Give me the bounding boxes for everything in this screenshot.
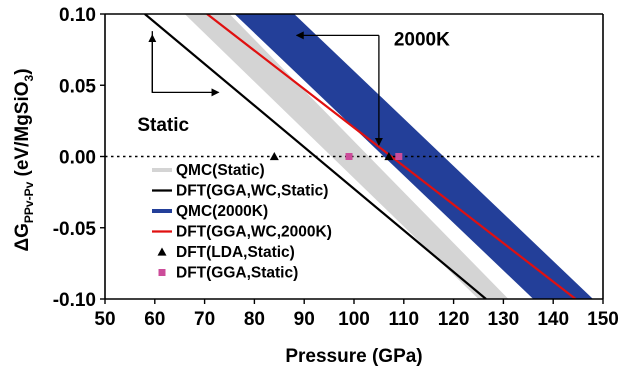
x-tick-label-140: 140 <box>537 309 569 330</box>
y-tick-label-0: -0.10 <box>53 290 96 311</box>
legend-item-dft-gga-static: DFT(GGA,Static) <box>158 265 298 282</box>
legend-item-qmc-2000k: QMC(2000K) <box>152 203 268 220</box>
legend-label-dft-lda-static: DFT(LDA,Static) <box>176 244 295 261</box>
marker-dft-gga-static-0 <box>345 153 353 160</box>
marker-dft-lda-static-1 <box>384 152 394 161</box>
band-qmc-2000k <box>234 14 593 299</box>
annotation-static-arrow <box>151 31 220 97</box>
y-tick-label-1: -0.05 <box>53 219 97 240</box>
x-tick-label-70: 70 <box>194 309 215 330</box>
x-tick-label-100: 100 <box>338 309 370 330</box>
y-axis-title-suffix: ) <box>12 68 33 74</box>
legend-swatch-dft-gga-static <box>158 269 166 276</box>
legend-item-dft-gga-wc-2000k: DFT(GGA,WC,2000K) <box>152 224 332 241</box>
x-tick-label-120: 120 <box>438 309 470 330</box>
y-axis-title-subscript: PPv-Pv <box>22 181 36 223</box>
y-axis-title-units: (eV/MgSiO <box>12 81 33 181</box>
y-axis-title-prefix: ΔG <box>12 223 33 251</box>
y-tick-label-2: 0.00 <box>59 148 96 169</box>
legend-swatch-dft-lda-static <box>157 247 167 256</box>
x-tick-label-80: 80 <box>244 309 265 330</box>
legend-label-dft-gga-wc-2000k: DFT(GGA,WC,2000K) <box>176 224 332 241</box>
marker-dft-lda-static-0 <box>269 152 279 161</box>
legend-label-qmc-static: QMC(Static) <box>176 162 265 179</box>
y-axis-title: ΔGPPv-Pv (eV/MgSiO3) <box>12 68 36 251</box>
annotation-static-label: Static <box>137 115 189 136</box>
legend-label-qmc-2000k: QMC(2000K) <box>176 203 268 220</box>
x-tick-label-150: 150 <box>587 309 619 330</box>
legend-item-dft-lda-static: DFT(LDA,Static) <box>157 244 295 261</box>
x-axis-title: Pressure (GPa) <box>285 346 422 367</box>
y-axis-title-subscript-2: 3 <box>22 74 36 81</box>
x-tick-label-110: 110 <box>388 309 419 330</box>
legend-item-qmc-static: QMC(Static) <box>152 162 265 179</box>
x-tick-label-50: 50 <box>94 309 115 330</box>
x-tick-label-90: 90 <box>294 309 315 330</box>
legend-label-dft-gga-wc-static: DFT(GGA,WC,Static) <box>176 183 328 200</box>
annotation-2000k-label: 2000K <box>394 29 450 50</box>
legend-item-dft-gga-wc-static: DFT(GGA,WC,Static) <box>152 183 328 200</box>
x-tick-label-60: 60 <box>144 309 165 330</box>
marker-dft-gga-static-1 <box>395 153 403 160</box>
x-tick-label-130: 130 <box>488 309 520 330</box>
y-tick-label-4: 0.10 <box>59 5 96 26</box>
y-tick-label-3: 0.05 <box>59 76 96 97</box>
legend-label-dft-gga-static: DFT(GGA,Static) <box>176 265 298 282</box>
